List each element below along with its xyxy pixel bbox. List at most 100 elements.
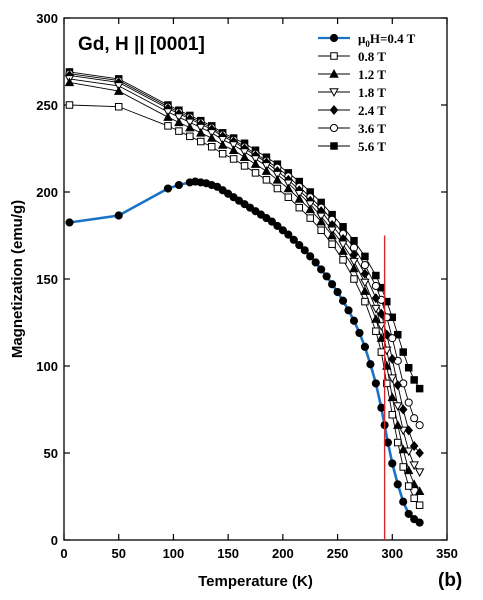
data-point xyxy=(360,268,370,279)
axis-ticks: 0 50 100 150 200 250 300 350 0 50 100 150 200 250 300 xyxy=(36,11,458,561)
data-point xyxy=(317,226,325,235)
data-point xyxy=(295,240,304,250)
legend-item: 2.4 T xyxy=(318,103,386,118)
data-point xyxy=(65,101,74,109)
data-point xyxy=(262,176,271,184)
data-point xyxy=(371,281,380,291)
data-point xyxy=(372,271,380,280)
data-point xyxy=(311,258,320,267)
data-point xyxy=(361,252,369,261)
data-point xyxy=(387,374,398,384)
data-point xyxy=(206,133,217,142)
data-point xyxy=(114,102,123,111)
data-point xyxy=(398,444,408,454)
data-point xyxy=(306,214,314,222)
data-point xyxy=(383,438,392,447)
data-point xyxy=(399,497,408,506)
data-point xyxy=(295,203,304,212)
data-point xyxy=(217,140,228,149)
data-point xyxy=(316,216,326,226)
data-point xyxy=(294,194,305,203)
legend-label: 1.2 T xyxy=(358,67,386,82)
data-point xyxy=(366,360,375,369)
legend-label: μ0H=0.4 T xyxy=(358,31,416,49)
data-point xyxy=(387,392,398,402)
data-point xyxy=(186,132,194,141)
legend-label: 0.8 T xyxy=(358,49,386,64)
data-point xyxy=(371,314,381,323)
x-tick-label: 300 xyxy=(381,546,403,561)
data-point xyxy=(410,414,419,423)
data-point xyxy=(261,166,272,175)
data-point xyxy=(329,33,339,43)
legend-label: 2.4 T xyxy=(358,103,386,118)
data-point xyxy=(229,155,238,163)
data-point xyxy=(393,380,402,391)
data-point xyxy=(349,316,359,325)
data-point xyxy=(349,257,359,267)
data-point xyxy=(404,509,413,518)
legend-label: 3.6 T xyxy=(358,121,386,136)
data-point xyxy=(228,145,239,154)
x-tick-label: 150 xyxy=(217,546,239,561)
data-point xyxy=(350,275,358,283)
data-point xyxy=(163,112,173,121)
data-point xyxy=(197,137,205,146)
data-point xyxy=(250,159,261,168)
x-tick-label: 250 xyxy=(327,546,349,561)
data-point xyxy=(393,420,403,429)
y-tick-label: 50 xyxy=(44,446,58,461)
x-tick-label: 200 xyxy=(272,546,294,561)
legend-label: 5.6 T xyxy=(358,139,386,154)
data-point xyxy=(338,296,348,305)
y-tick-label: 300 xyxy=(36,11,58,26)
y-tick-label: 200 xyxy=(36,185,58,200)
data-point xyxy=(330,142,338,150)
data-point xyxy=(329,69,339,78)
data-point xyxy=(388,410,397,419)
data-point xyxy=(415,501,424,509)
data-point xyxy=(273,184,282,193)
data-point xyxy=(410,376,418,384)
data-point xyxy=(306,252,315,261)
data-point xyxy=(383,379,391,388)
data-point xyxy=(329,88,339,97)
data-point xyxy=(360,286,370,295)
data-point xyxy=(377,308,386,319)
data-point xyxy=(333,287,342,297)
data-point xyxy=(239,152,250,161)
data-point xyxy=(251,169,260,177)
data-point xyxy=(329,123,339,133)
x-tick-label: 100 xyxy=(163,546,185,561)
data-point xyxy=(398,426,408,436)
series-0 xyxy=(65,177,424,527)
data-point xyxy=(273,221,282,231)
data-point xyxy=(414,486,425,496)
data-point xyxy=(328,280,337,289)
data-point xyxy=(388,334,397,343)
data-point xyxy=(339,256,347,264)
data-point xyxy=(394,330,402,339)
data-point xyxy=(317,265,326,274)
y-tick-label: 100 xyxy=(36,359,58,374)
data-point xyxy=(404,398,413,407)
data-point xyxy=(376,333,387,342)
legend-item: 1.2 T xyxy=(318,67,386,82)
data-point xyxy=(415,448,424,458)
panel-label: (b) xyxy=(438,570,462,591)
data-point xyxy=(278,226,287,235)
data-point xyxy=(64,77,75,87)
data-point xyxy=(372,327,380,335)
data-point xyxy=(361,297,369,306)
legend-item: 1.8 T xyxy=(318,85,386,100)
data-point xyxy=(163,184,173,193)
y-axis-title: Magnetization (emu/g) xyxy=(9,200,26,358)
data-point xyxy=(330,52,338,60)
data-point xyxy=(371,304,381,314)
data-point xyxy=(415,518,424,527)
data-point xyxy=(415,384,424,393)
data-point xyxy=(371,379,380,388)
data-point xyxy=(196,127,206,137)
y-tick-label: 0 xyxy=(51,533,58,548)
